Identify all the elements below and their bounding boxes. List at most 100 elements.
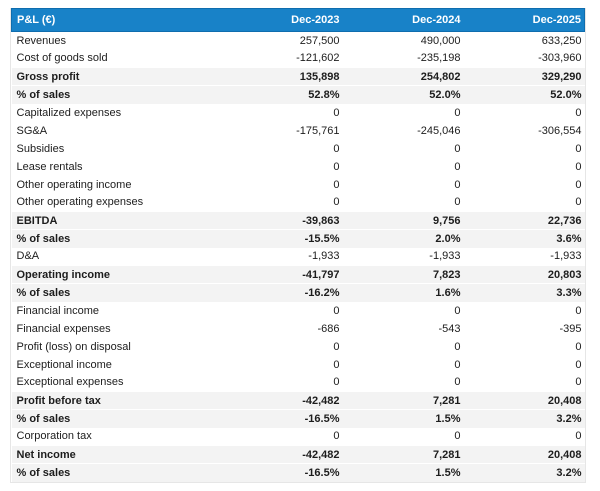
cell-value: 7,823 xyxy=(342,265,464,284)
cell-value: 0 xyxy=(333,376,340,389)
column-header-dec-2024: Dec-2024 xyxy=(342,8,464,32)
table-row: Other operating expenses 0 0 0 xyxy=(12,194,585,212)
row-label: Gross profit xyxy=(11,67,222,86)
cell-value: 0 xyxy=(575,160,582,173)
table-row: Lease rentals 0 0 0 xyxy=(12,158,585,176)
cell-value: 490,000 xyxy=(420,34,461,47)
cell-value: 0 xyxy=(454,142,461,155)
table-row: Revenues 257,500 490,000 633,250 xyxy=(12,32,585,50)
cell-value: 3.2% xyxy=(463,463,585,482)
row-label: Other operating income xyxy=(16,178,132,191)
cell-value: 0 xyxy=(454,178,461,191)
row-label: % of sales xyxy=(11,283,222,302)
cell-value: 0 xyxy=(333,304,340,317)
cell-value: 257,500 xyxy=(299,34,340,47)
table-row: Profit before tax -42,482 7,281 20,408 xyxy=(11,391,585,410)
cell-value: 3.2% xyxy=(463,409,585,428)
cell-value: 1.6% xyxy=(342,283,464,302)
cell-value: 0 xyxy=(454,106,461,119)
pnl-table: P&L (€) Dec-2023 Dec-2024 Dec-2025 Reven… xyxy=(11,8,585,482)
cell-value: -39,863 xyxy=(221,211,343,230)
cell-value: 0 xyxy=(454,340,461,353)
cell-value: 52.0% xyxy=(342,85,464,104)
row-label: Lease rentals xyxy=(16,160,83,173)
column-header-dec-2025: Dec-2025 xyxy=(463,8,585,32)
cell-value: -16.5% xyxy=(221,463,343,482)
cell-value: 0 xyxy=(333,142,340,155)
table-title: P&L (€) xyxy=(11,8,222,32)
cell-value: 20,803 xyxy=(463,265,585,284)
cell-value: 135,898 xyxy=(221,67,343,86)
cell-value: 254,802 xyxy=(342,67,464,86)
pnl-table-body: Revenues 257,500 490,000 633,250 Cost of goo… xyxy=(11,32,585,482)
cell-value: -16.2% xyxy=(221,283,343,302)
cell-value: -395 xyxy=(559,322,582,335)
cell-value: 52.8% xyxy=(221,85,343,104)
row-label: % of sales xyxy=(11,463,222,482)
table-row: Gross profit 135,898 254,802 329,290 xyxy=(11,67,585,86)
row-label: % of sales xyxy=(11,229,222,248)
cell-value: 0 xyxy=(333,106,340,119)
table-row: Exceptional expenses 0 0 0 xyxy=(12,374,585,392)
cell-value: 1.5% xyxy=(342,409,464,428)
cell-value: 1.5% xyxy=(342,463,464,482)
table-row: % of sales -16.2% 1.6% 3.3% xyxy=(11,283,585,302)
cell-value: 0 xyxy=(575,178,582,191)
row-label: Financial income xyxy=(16,304,100,317)
cell-value: 52.0% xyxy=(463,85,585,104)
row-label: Other operating expenses xyxy=(16,196,144,209)
cell-value: 0 xyxy=(454,160,461,173)
cell-value: -686 xyxy=(317,322,340,335)
table-row: Operating income -41,797 7,823 20,803 xyxy=(11,265,585,284)
row-label: Profit (loss) on disposal xyxy=(16,340,131,353)
header-row: P&L (€) Dec-2023 Dec-2024 Dec-2025 xyxy=(11,8,585,32)
row-label: Revenues xyxy=(16,34,67,47)
cell-value: -1,933 xyxy=(550,250,582,263)
row-label: Financial expenses xyxy=(16,322,111,335)
row-label: Exceptional income xyxy=(16,358,112,371)
cell-value: 0 xyxy=(575,196,582,209)
table-row: D&A -1,933 -1,933 -1,933 xyxy=(12,248,585,266)
row-label: SG&A xyxy=(16,124,48,137)
cell-value: 0 xyxy=(454,376,461,389)
cell-value: 633,250 xyxy=(541,34,582,47)
cell-value: 2.0% xyxy=(342,229,464,248)
cell-value: 0 xyxy=(333,340,340,353)
pnl-table-header: P&L (€) Dec-2023 Dec-2024 Dec-2025 xyxy=(11,8,585,32)
cell-value: 20,408 xyxy=(463,391,585,410)
cell-value: -121,602 xyxy=(296,52,340,65)
row-label: EBITDA xyxy=(11,211,222,230)
cell-value: 0 xyxy=(575,304,582,317)
cell-value: 0 xyxy=(333,160,340,173)
cell-value: 3.6% xyxy=(463,229,585,248)
cell-value: -235,198 xyxy=(417,52,461,65)
table-row: Other operating income 0 0 0 xyxy=(12,176,585,194)
cell-value: 7,281 xyxy=(342,391,464,410)
table-row: Corporation tax 0 0 0 xyxy=(12,428,585,446)
cell-value: -175,761 xyxy=(296,124,340,137)
cell-value: -42,482 xyxy=(221,391,343,410)
cell-value: 0 xyxy=(575,142,582,155)
table-row: EBITDA -39,863 9,756 22,736 xyxy=(11,211,585,230)
cell-value: -41,797 xyxy=(221,265,343,284)
table-row: Profit (loss) on disposal 0 0 0 xyxy=(12,338,585,356)
row-label: D&A xyxy=(16,250,40,263)
cell-value: -42,482 xyxy=(221,445,343,464)
row-label: Capitalized expenses xyxy=(16,106,122,119)
cell-value: -15.5% xyxy=(221,229,343,248)
cell-value: -1,933 xyxy=(429,250,461,263)
row-label: % of sales xyxy=(11,409,222,428)
cell-value: 0 xyxy=(454,430,461,443)
row-label: Cost of goods sold xyxy=(16,52,108,65)
cell-value: 0 xyxy=(333,358,340,371)
cell-value: 0 xyxy=(575,358,582,371)
table-row: Net income -42,482 7,281 20,408 xyxy=(11,445,585,464)
cell-value: 0 xyxy=(454,358,461,371)
cell-value: 0 xyxy=(333,178,340,191)
cell-value: -16.5% xyxy=(221,409,343,428)
cell-value: 3.3% xyxy=(463,283,585,302)
cell-value: 7,281 xyxy=(342,445,464,464)
cell-value: 329,290 xyxy=(463,67,585,86)
row-label: Corporation tax xyxy=(16,430,92,443)
